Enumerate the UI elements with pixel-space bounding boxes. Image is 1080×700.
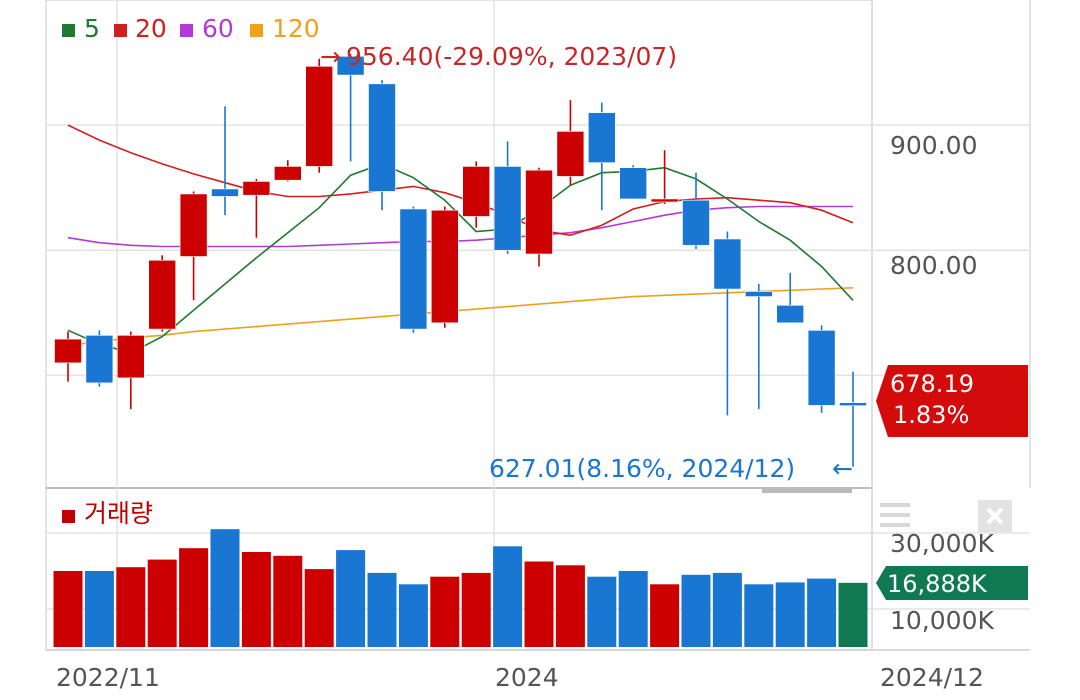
legend-label-ma60: 60 <box>202 14 234 43</box>
current-volume-value: 16,888K <box>887 570 988 598</box>
y-tick-label: 800.00 <box>890 251 977 280</box>
volume-bar <box>367 572 397 647</box>
volume-bar <box>461 572 491 647</box>
low-annotation-arrow: ← <box>832 454 853 483</box>
candle-body <box>650 198 679 203</box>
volume-y-tick-label: 30,000K <box>890 529 994 558</box>
legend-swatch-ma5 <box>62 24 75 37</box>
candle-body <box>713 238 742 290</box>
candle-body <box>368 83 396 192</box>
legend-swatch-ma20 <box>114 24 127 37</box>
moving-average-lines <box>67 124 854 354</box>
volume-bar <box>336 550 366 647</box>
candle-body <box>211 188 239 197</box>
candle-body <box>587 112 616 163</box>
candle-body <box>556 131 585 177</box>
candle-body <box>85 335 114 384</box>
volume-bar <box>524 561 554 647</box>
candles <box>54 53 867 467</box>
candle-body <box>525 169 553 255</box>
volume-bar <box>838 582 868 647</box>
candle-body <box>430 209 459 324</box>
volume-bar <box>775 582 805 647</box>
volume-bar <box>273 555 303 647</box>
legend-swatch-ma120 <box>250 24 263 37</box>
volume-bar <box>84 571 114 647</box>
volume-bar <box>210 529 240 647</box>
candle-body <box>776 305 805 324</box>
current-price-change: 1.83% <box>893 401 969 429</box>
legend-label-ma5: 5 <box>84 14 100 43</box>
panel-menu-icon[interactable] <box>880 503 910 527</box>
candle-body <box>242 181 271 196</box>
high-annotation: 956.40(-29.09%, 2023/07) <box>346 42 677 71</box>
volume-bar <box>493 546 523 647</box>
candle-body <box>148 259 176 330</box>
chart-frame <box>45 0 1031 651</box>
volume-bar <box>179 548 209 647</box>
candle-body <box>305 66 334 167</box>
volume-bar <box>555 565 585 647</box>
volume-bar <box>398 584 428 647</box>
volume-bar <box>430 576 460 647</box>
volume-bar <box>147 559 177 647</box>
volume-bar <box>681 574 711 647</box>
volume-y-tick-label: 10,000K <box>890 606 994 635</box>
volume-bar <box>618 571 648 647</box>
volume-legend-swatch <box>62 510 75 523</box>
candle-body <box>744 291 773 297</box>
candle-body <box>493 166 522 251</box>
volume-bar <box>744 584 774 647</box>
legend-swatch-ma60 <box>180 24 193 37</box>
candle-body <box>54 338 82 364</box>
candle-body <box>336 56 365 76</box>
low-annotation: 627.01(8.16%, 2024/12) <box>489 454 795 483</box>
candle-body <box>839 402 867 406</box>
volume-bar <box>807 578 837 647</box>
candle-body <box>273 166 302 181</box>
volume-bar <box>116 567 146 647</box>
candle-body <box>619 167 648 200</box>
legend-label-ma120: 120 <box>272 14 320 43</box>
volume-bar <box>650 584 680 647</box>
candle-body <box>117 335 145 379</box>
x-tick-label: 2022/11 <box>56 663 160 692</box>
high-annotation-arrow: → <box>320 42 341 71</box>
volume-bar <box>241 552 271 647</box>
candle-body <box>807 330 836 406</box>
ma5-line <box>67 163 854 354</box>
current-price-value: 678.19 <box>890 370 974 398</box>
volume-bars <box>53 529 868 647</box>
volume-bar <box>587 576 617 647</box>
ma20-line <box>67 124 854 237</box>
y-tick-label: 900.00 <box>890 131 977 160</box>
current-price-tag: 678.19 1.83% <box>876 365 1028 437</box>
volume-bar <box>53 571 83 647</box>
candle-body <box>399 208 428 330</box>
candle-body <box>179 193 208 257</box>
x-tick-label: 2024/12 <box>880 663 984 692</box>
legend: 5 20 60 120 <box>62 14 320 43</box>
candle-body <box>682 199 710 246</box>
candle-body <box>462 166 491 217</box>
legend-label-ma20: 20 <box>135 14 167 43</box>
x-tick-label: 2024 <box>495 663 559 692</box>
ma120-line <box>67 287 854 347</box>
current-volume-tag: 16,888K <box>876 566 1028 600</box>
volume-bar <box>304 569 334 647</box>
volume-legend-label: 거래량 <box>84 499 153 528</box>
volume-bar <box>712 572 742 647</box>
panel-close-icon[interactable] <box>978 500 1012 532</box>
